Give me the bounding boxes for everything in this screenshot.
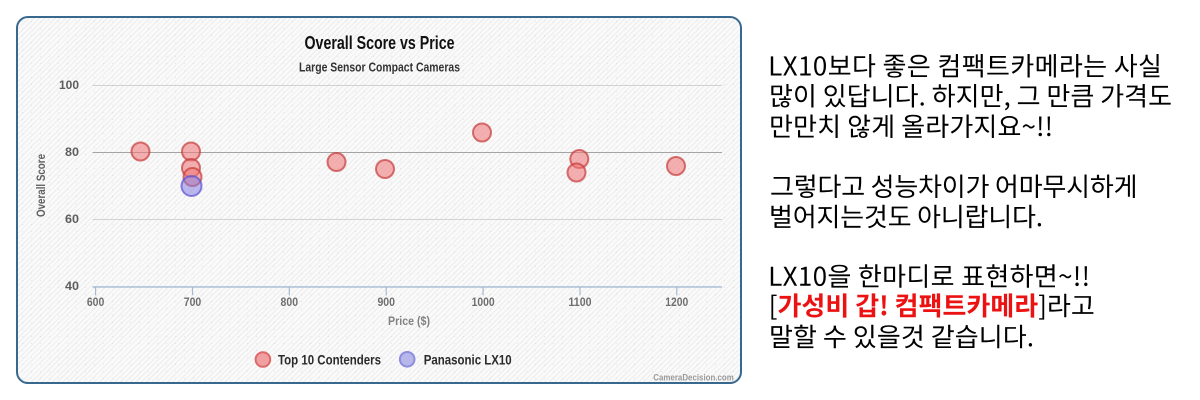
svg-text:Overall Score: Overall Score	[36, 154, 48, 217]
svg-text:Price ($): Price ($)	[388, 314, 430, 328]
svg-text:Top 10 Contenders: Top 10 Contenders	[278, 353, 381, 368]
svg-text:Overall Score vs Price: Overall Score vs Price	[305, 33, 455, 53]
svg-text:40: 40	[65, 279, 79, 293]
svg-text:Panasonic LX10: Panasonic LX10	[424, 353, 512, 368]
svg-text:1200: 1200	[665, 295, 688, 309]
svg-text:60: 60	[65, 212, 79, 226]
svg-text:900: 900	[377, 295, 395, 309]
svg-text:80: 80	[65, 145, 79, 159]
svg-text:700: 700	[184, 295, 202, 309]
svg-text:600: 600	[87, 295, 105, 309]
svg-text:800: 800	[281, 295, 299, 309]
svg-text:100: 100	[59, 78, 79, 92]
svg-text:1100: 1100	[569, 295, 592, 309]
svg-text:1000: 1000	[472, 295, 495, 309]
svg-text:Large Sensor Compact Cameras: Large Sensor Compact Cameras	[299, 60, 460, 75]
svg-text:CameraDecision.com: CameraDecision.com	[653, 373, 734, 384]
